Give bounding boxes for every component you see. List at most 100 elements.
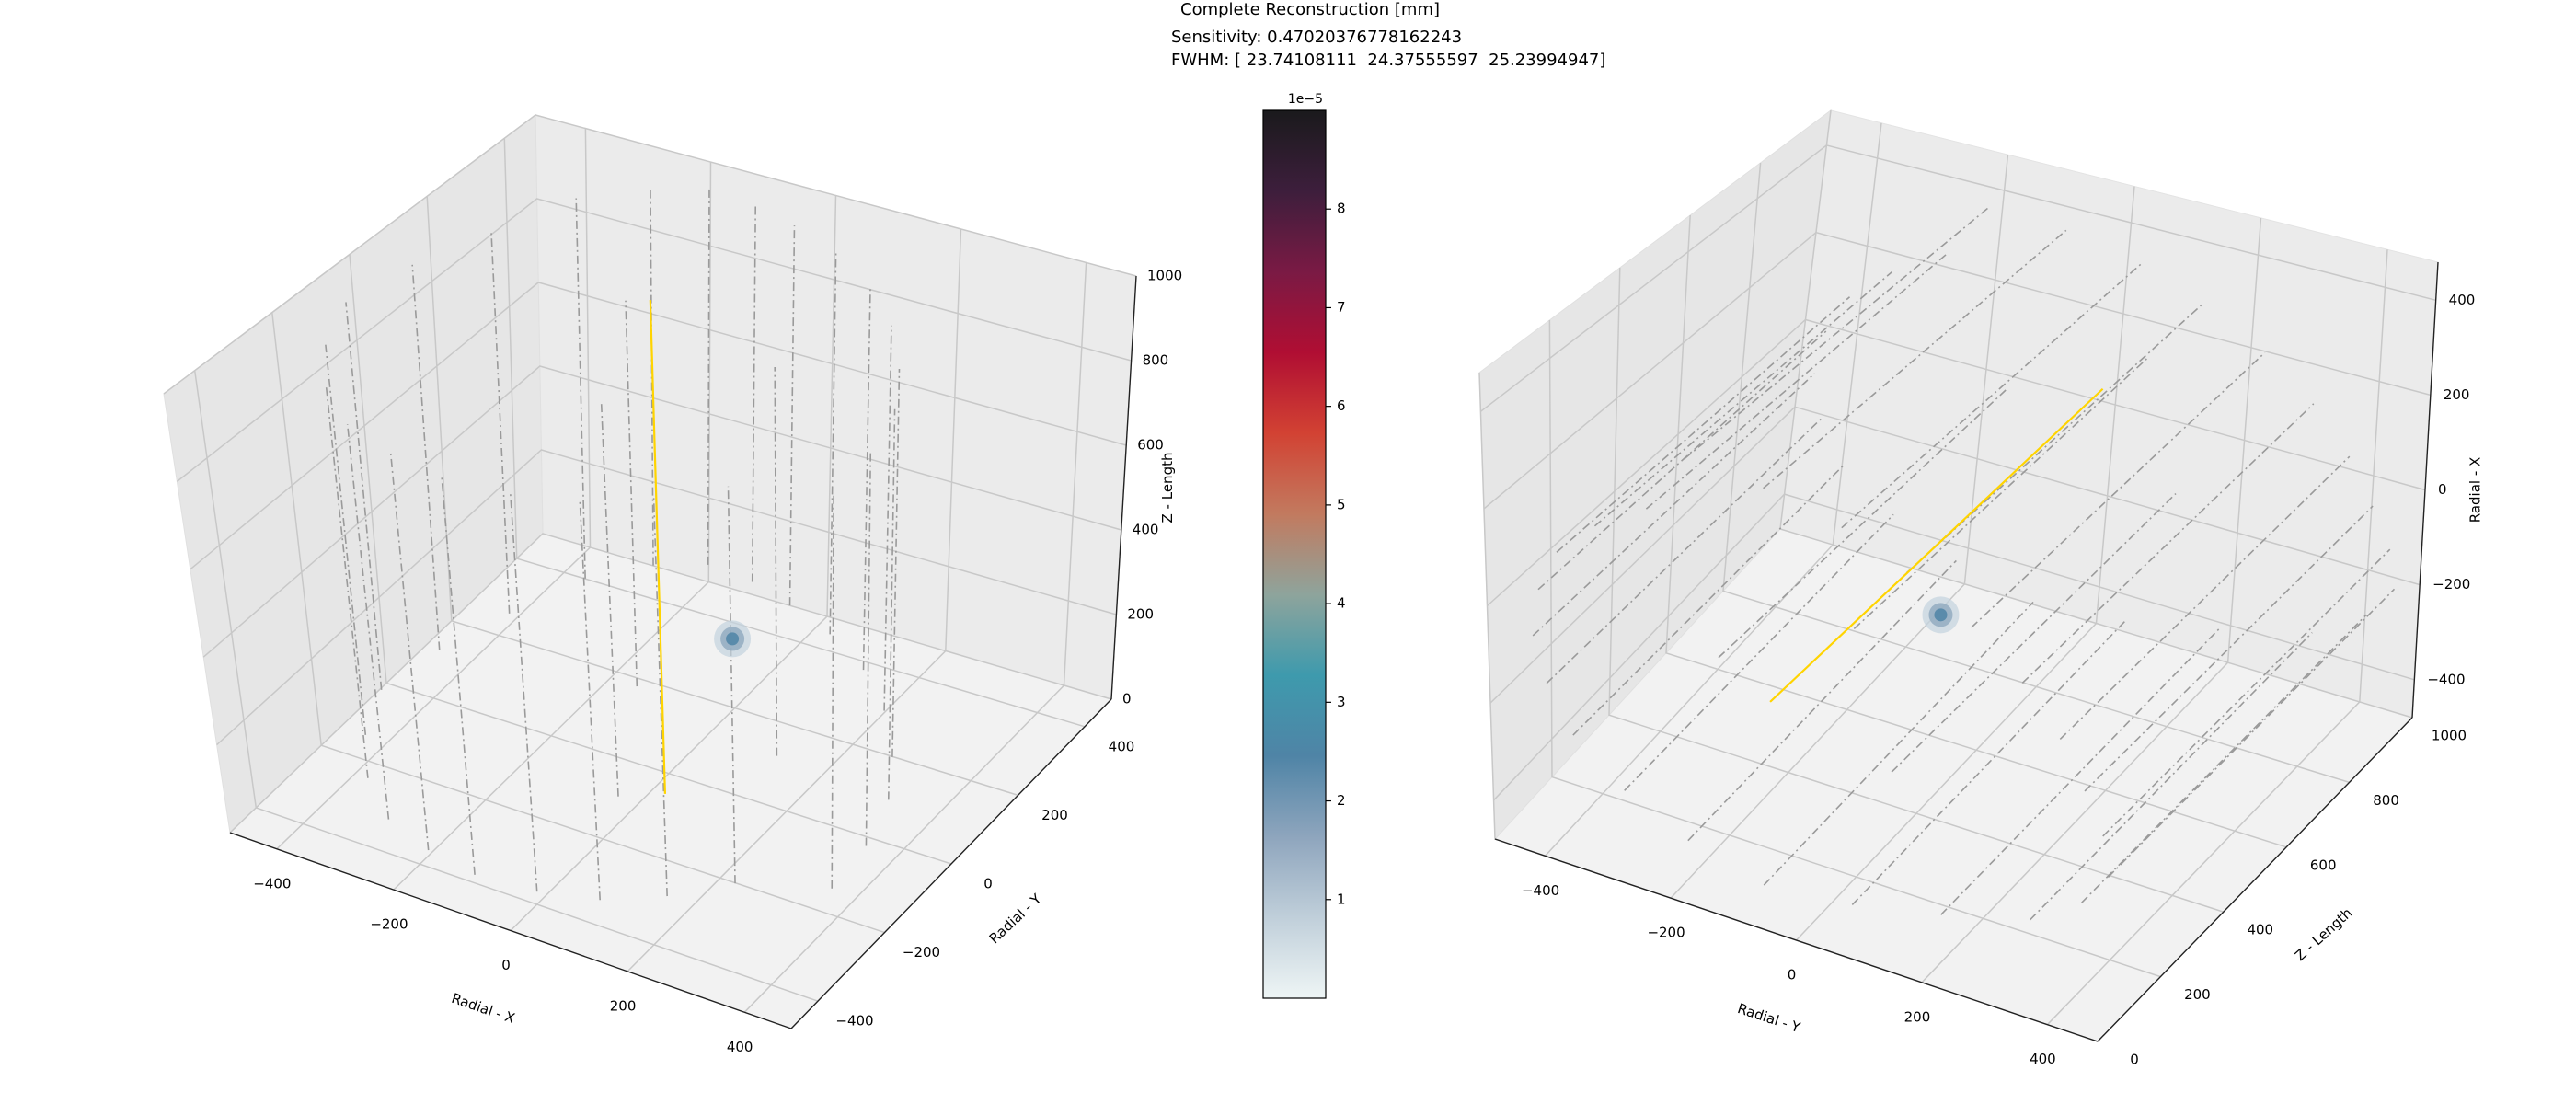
z-tick-label: 800 xyxy=(1143,352,1169,369)
detector-line xyxy=(411,264,441,650)
colorbar-offset-text: 1e−5 xyxy=(1288,92,1323,107)
colorbar-tick-label: 6 xyxy=(1337,397,1346,414)
z-gridline xyxy=(1486,318,2426,607)
z-tick-label: 200 xyxy=(1127,606,1154,623)
z-gridline xyxy=(190,282,1127,570)
y-tick-label: −400 xyxy=(835,1013,873,1029)
y-tick-label: 200 xyxy=(2184,986,2211,1003)
fwhm-text: FWHM: [ 23.74108111 24.37555597 25.23994… xyxy=(1171,51,1606,70)
x-tick-label: −400 xyxy=(1522,882,1559,899)
z-gridline xyxy=(1489,406,2421,704)
z-tick-label: 200 xyxy=(2444,386,2470,403)
detector-line xyxy=(1572,463,1846,736)
x-tick-label: −200 xyxy=(1647,925,1685,941)
right-3d-axes: −400 −200 0 200 400 0 200 400 600 800 1000 −400 −200… xyxy=(1478,109,2484,1068)
detector-line xyxy=(1556,296,1851,553)
detector-line xyxy=(345,302,383,690)
colorbar-gradient xyxy=(1262,109,1327,999)
y-gridline xyxy=(1665,214,2287,848)
detector-line xyxy=(1687,559,1957,842)
y-tick-label: 1000 xyxy=(2432,728,2467,744)
source-line xyxy=(649,300,667,794)
detector-line xyxy=(389,453,430,851)
detector-line xyxy=(2081,614,2367,903)
z-gridline xyxy=(1493,493,2415,801)
sensitivity-text: Sensitivity: 0.47020376778162243 xyxy=(1171,28,1463,47)
detector-line xyxy=(1718,389,2007,659)
z-axis-line xyxy=(1110,275,1137,700)
y-gridline xyxy=(1608,267,2225,913)
colorbar-tick-label: 4 xyxy=(1337,595,1346,612)
z-tick-label: 600 xyxy=(1137,437,1164,454)
x-tick-label: −400 xyxy=(253,875,291,891)
detector-line xyxy=(1905,303,2204,574)
y-gridline xyxy=(1548,319,2161,978)
y-axis-label: Radial - Y xyxy=(986,890,1045,947)
detector-line xyxy=(2029,631,2313,921)
detector-line xyxy=(829,252,837,635)
detector-line xyxy=(625,300,638,687)
z-gridline xyxy=(176,198,1132,482)
colorbar-tick-label: 5 xyxy=(1337,496,1346,512)
colorbar: 1 2 3 4 5 6 7 8 1e−5 xyxy=(1262,92,1346,999)
detector-line xyxy=(2102,548,2391,837)
x-tick-label: −200 xyxy=(370,916,408,933)
reconstruction-hotspot xyxy=(1922,596,1960,634)
x-tick-label: 200 xyxy=(610,997,637,1014)
y-tick-label: 200 xyxy=(1041,807,1068,823)
y-tick-label: 400 xyxy=(1109,738,1135,754)
detector-line xyxy=(707,186,710,565)
z-axis-label: Radial - X xyxy=(2467,457,2484,523)
x-tick-label: 400 xyxy=(727,1039,753,1055)
colorbar-tick-label: 7 xyxy=(1337,299,1346,316)
z-gridline xyxy=(202,365,1122,658)
x-tick-label: 0 xyxy=(1788,967,1797,983)
left-3d-axes: −400 −200 0 200 400 −400 −200 0 200 400 0 200 400 600… xyxy=(163,114,1182,1055)
detector-line xyxy=(2084,505,2374,792)
detector-line xyxy=(1537,330,1827,591)
y-tick-label: 0 xyxy=(983,876,993,892)
detector-line xyxy=(774,366,778,756)
detector-line xyxy=(650,186,654,566)
z-gridline xyxy=(216,449,1117,746)
detector-line xyxy=(2107,588,2396,878)
x-axis-label: Radial - Y xyxy=(1735,1000,1802,1036)
detector-line xyxy=(1763,601,2034,886)
detector-line xyxy=(1971,351,2266,628)
detector-line xyxy=(891,368,901,757)
y-gridline xyxy=(1722,162,2350,784)
colorbar-tick-label: 3 xyxy=(1337,694,1346,710)
z-gridline xyxy=(163,114,1137,395)
detector-line xyxy=(652,498,668,897)
x-axis-line xyxy=(1494,838,2099,1042)
z-tick-label: 1000 xyxy=(1147,268,1182,284)
detector-line xyxy=(1940,628,2220,915)
z-gridline xyxy=(1479,144,2436,412)
y-axis-label: Z - Length xyxy=(2292,904,2355,964)
y-tick-label: 400 xyxy=(2247,922,2273,938)
x-axis-line xyxy=(229,832,792,1029)
detector-line xyxy=(887,408,896,800)
detector-line xyxy=(509,492,538,892)
z-tick-label: 400 xyxy=(1133,522,1159,538)
detector-line xyxy=(575,198,586,579)
detector-line xyxy=(1841,263,2143,529)
detector-line xyxy=(441,477,476,875)
y-tick-label: 0 xyxy=(2130,1052,2139,1068)
figure-title: Complete Reconstruction [mm] xyxy=(1180,0,1441,19)
z-gridline xyxy=(1483,231,2431,510)
x-axis-label: Radial - X xyxy=(449,990,517,1027)
y-tick-label: 800 xyxy=(2373,792,2399,809)
hotspot-core xyxy=(1934,608,1948,622)
hotspot-core xyxy=(726,632,740,646)
z-tick-label: −200 xyxy=(2432,576,2470,592)
detector-line xyxy=(1593,270,1892,527)
detector-line xyxy=(1624,513,1894,791)
detector-line xyxy=(1763,229,2067,489)
detector-line xyxy=(831,491,834,889)
detector-line xyxy=(2021,403,2315,684)
z-tick-label: −400 xyxy=(2427,671,2465,687)
detector-line xyxy=(1546,416,1824,684)
y-tick-label: 600 xyxy=(2310,857,2337,873)
